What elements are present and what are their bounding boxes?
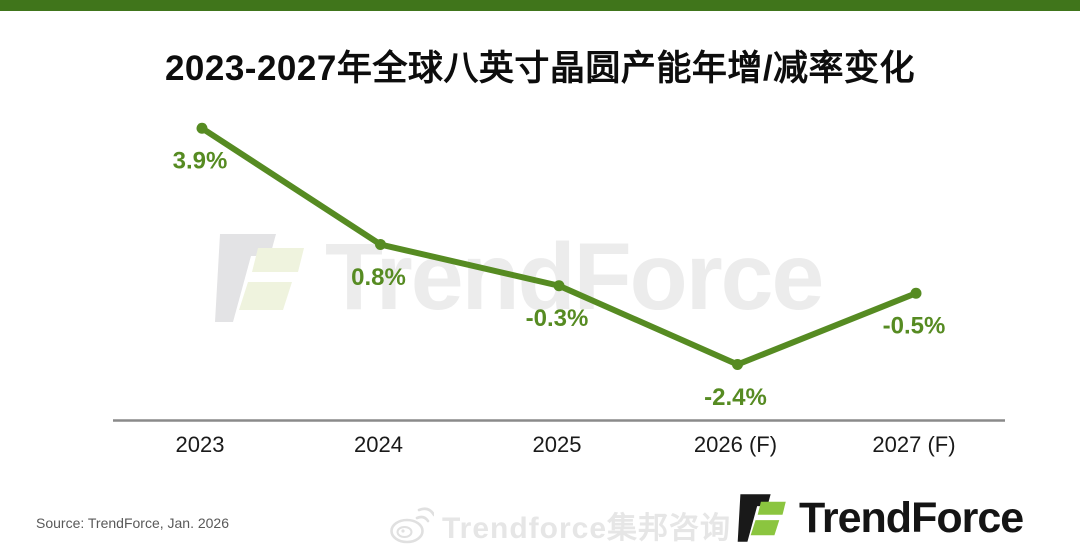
x-axis-label: 2026 (F) — [694, 432, 777, 457]
x-axis-label: 2025 — [533, 432, 582, 457]
data-point-2023 — [196, 122, 208, 134]
value-label: -2.4% — [704, 384, 767, 411]
value-label: 3.9% — [173, 148, 228, 175]
trendforce-logo-icon — [737, 494, 786, 542]
center-watermark-text: TrendForce — [325, 224, 824, 330]
source-note: Source: TrendForce, Jan. 2026 — [36, 515, 229, 531]
trendforce-mark-icon — [215, 234, 304, 322]
x-axis-label: 2024 — [354, 432, 403, 457]
value-label: -0.5% — [883, 313, 946, 340]
center-watermark: TrendForce — [205, 224, 824, 330]
x-axis-label: 2027 (F) — [872, 432, 955, 457]
data-point-2026 (F) — [732, 359, 743, 370]
trendforce-logo: TrendForce — [733, 491, 1024, 545]
weibo-watermark-text: Trendforce集邦咨询 — [442, 512, 732, 545]
data-point-2027 (F) — [910, 287, 922, 299]
weibo-icon — [390, 507, 434, 544]
weibo-watermark: Trendforce集邦咨询 — [388, 503, 731, 547]
x-axis-label: 2023 — [176, 432, 225, 457]
top-accent-bar — [0, 0, 1080, 11]
trendforce-logo-text: TrendForce — [799, 494, 1024, 542]
chart-title: 2023-2027年全球八英寸晶圆产能年增/减率变化 — [164, 49, 916, 88]
